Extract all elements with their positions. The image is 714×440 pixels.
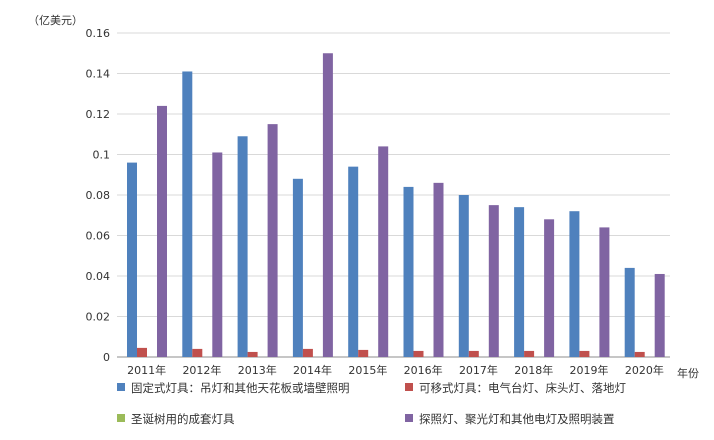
bar-2 — [247, 351, 258, 357]
y-tick-label: 0.14 — [86, 68, 111, 81]
bar-2 — [137, 347, 147, 357]
x-tick-label: 2017年 — [459, 363, 498, 377]
legend-label: 固定式灯具：吊灯和其他天花板或墙壁照明 — [131, 381, 350, 395]
x-tick-label: 2012年 — [182, 363, 221, 377]
x-tick-label: 2013年 — [238, 363, 277, 377]
legend-label: 探照灯、聚光灯和其他电灯及照明装置 — [419, 412, 615, 426]
x-tick-label: 2016年 — [404, 363, 443, 377]
y-tick-label: 0.02 — [86, 311, 111, 324]
bar-layer — [127, 53, 665, 358]
axis-layer: 0 0.02 0.04 0.06 0.08 0.1 0.12 0.14 0.16 2011年 201… — [86, 27, 664, 377]
legend-swatch — [405, 383, 413, 391]
y-axis-title: （亿美元） — [28, 14, 83, 27]
legend-label: 圣诞树用的成套灯具 — [131, 412, 235, 426]
bar-2 — [302, 348, 313, 357]
bar-1 — [182, 71, 193, 357]
y-tick-label: 0.08 — [86, 189, 111, 202]
bar-4 — [488, 205, 499, 357]
bar-1 — [237, 136, 248, 357]
bar-1 — [624, 267, 635, 357]
legend-swatch — [117, 414, 125, 422]
bar-4 — [378, 146, 389, 357]
bar-1 — [403, 186, 414, 357]
bar-4 — [433, 182, 444, 357]
x-tick-label: 2018年 — [514, 363, 553, 377]
y-tick-label: 0.04 — [86, 270, 111, 283]
bar-4 — [599, 227, 610, 357]
bar-4 — [212, 152, 223, 357]
legend-swatch — [117, 383, 125, 391]
bar-1 — [458, 195, 469, 357]
x-axis-title: 年份 — [677, 366, 699, 380]
grid-layer — [117, 32, 670, 358]
bar-4 — [267, 124, 278, 357]
x-tick-label: 2019年 — [570, 363, 609, 377]
x-tick-label: 2020年 — [625, 363, 664, 377]
bar-4 — [157, 105, 167, 358]
bar-1 — [514, 207, 525, 357]
bar-2 — [192, 348, 203, 357]
legend: 固定式灯具：吊灯和其他天花板或墙壁照明 可移式灯具：电气台灯、床头灯、落地灯圣诞树… — [117, 381, 626, 426]
y-tick-label: 0 — [103, 351, 110, 364]
bar-2 — [579, 350, 590, 357]
bar-2 — [468, 350, 479, 357]
x-tick-label: 2015年 — [348, 363, 387, 377]
x-tick-label: 2011年 — [127, 363, 166, 377]
bar-2 — [413, 350, 424, 357]
bar-1 — [569, 211, 580, 357]
bar-1 — [292, 178, 303, 357]
bar-4 — [322, 53, 333, 357]
y-tick-label: 0.12 — [86, 108, 111, 121]
bar-1 — [348, 166, 359, 357]
legend-label: 可移式灯具：电气台灯、床头灯、落地灯 — [419, 381, 626, 395]
x-tick-label: 2014年 — [293, 363, 332, 377]
bar-2 — [524, 350, 535, 357]
y-tick-label: 0.16 — [86, 27, 111, 40]
legend-swatch — [405, 414, 413, 422]
bar-4 — [654, 273, 665, 357]
y-tick-label: 0.06 — [86, 230, 111, 243]
bar-4 — [544, 219, 555, 357]
y-tick-label: 0.1 — [93, 149, 111, 162]
bar-2 — [634, 351, 645, 357]
bar-2 — [358, 349, 369, 357]
bar-1 — [127, 162, 137, 357]
